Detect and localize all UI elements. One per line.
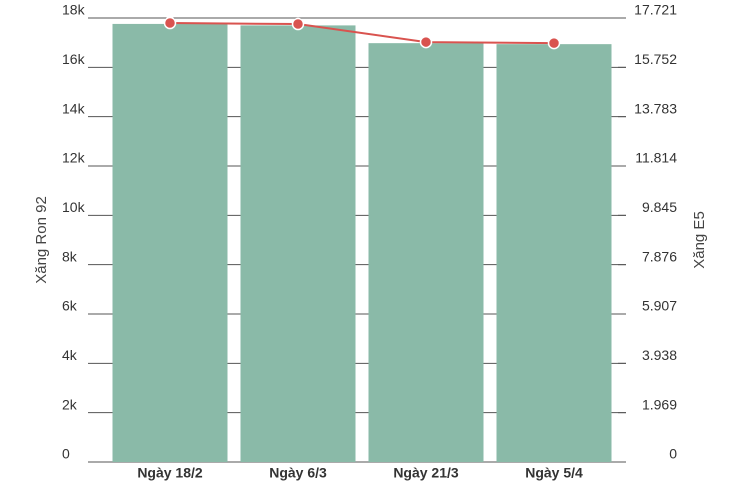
- bar: [368, 43, 484, 462]
- y-tick-label: 8k: [62, 248, 78, 264]
- x-tick-label: Ngày 5/4: [525, 465, 583, 481]
- y-tick-label: 6k: [62, 298, 78, 314]
- line-point: [163, 16, 177, 30]
- x-tick-label: Ngày 18/2: [137, 465, 203, 481]
- line-point: [547, 36, 561, 50]
- y2-tick-label: 11.814: [635, 150, 677, 166]
- y2-tick-label: 13.783: [634, 100, 677, 116]
- y2-axis-title: Xăng E5: [691, 211, 708, 269]
- y2-tick-label: 15.752: [634, 51, 677, 67]
- y-axis-title: Xăng Ron 92: [33, 196, 50, 284]
- bar: [112, 23, 228, 462]
- y2-tick-label: 9.845: [642, 199, 677, 215]
- y-tick-label: 16k: [62, 51, 86, 67]
- y2-tick-label: 5.907: [642, 298, 677, 314]
- y2-tick-label: 3.938: [642, 347, 677, 363]
- y-tick-label: 0: [62, 446, 70, 462]
- line-point: [419, 35, 433, 49]
- y-tick-label: 2k: [62, 396, 78, 412]
- x-tick-label: Ngày 6/3: [269, 465, 327, 481]
- y-tick-label: 12k: [62, 150, 86, 166]
- line: [169, 22, 555, 45]
- y2-tick-label: 1.969: [642, 396, 677, 412]
- y2-tick-label: 17.721: [634, 2, 677, 18]
- line-point: [291, 17, 305, 31]
- y-tick-label: 14k: [62, 100, 86, 116]
- y-tick-label: 18k: [62, 2, 86, 18]
- y2-tick-label: 0: [669, 446, 677, 462]
- bar: [240, 25, 356, 463]
- y-tick-label: 4k: [62, 347, 78, 363]
- y2-tick-label: 7.876: [642, 248, 677, 264]
- bar: [496, 44, 612, 462]
- y-tick-label: 10k: [62, 199, 86, 215]
- x-tick-label: Ngày 21/3: [393, 465, 459, 481]
